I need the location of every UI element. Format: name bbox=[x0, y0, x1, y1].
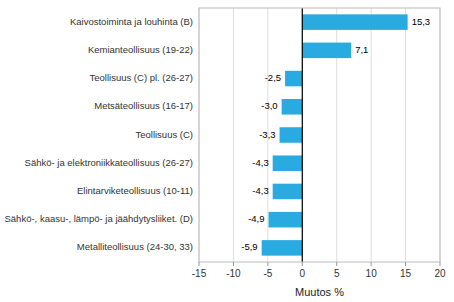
tick-mark bbox=[267, 262, 268, 266]
grid-line bbox=[233, 8, 234, 262]
bar bbox=[273, 155, 303, 171]
bar bbox=[282, 99, 303, 115]
x-axis: -15 -10 -5 0 5 10 15 20 bbox=[192, 262, 446, 279]
bar bbox=[302, 14, 407, 30]
tick-mark bbox=[405, 262, 406, 266]
data-label: -4,3 bbox=[252, 185, 268, 196]
bar bbox=[269, 212, 303, 228]
tick-mark bbox=[302, 262, 303, 266]
tick-label: -5 bbox=[263, 268, 272, 279]
chart-svg: Metalliteollisuus (24-30, 33) Sähkö-, kaa… bbox=[0, 0, 454, 302]
tick-mark bbox=[440, 262, 441, 266]
background bbox=[0, 0, 454, 302]
tick-mark bbox=[371, 262, 372, 266]
category-label: Kaivostoiminta ja louhinta (B) bbox=[70, 16, 193, 27]
y-axis-labels: Metalliteollisuus (24-30, 33) Sähkö-, kaa… bbox=[5, 16, 194, 253]
category-label: Metsäteollisuus (16-17) bbox=[94, 100, 193, 111]
bar bbox=[273, 184, 303, 200]
category-label: Elintarviketeollisuus (10-11) bbox=[77, 185, 193, 196]
data-label: -3,3 bbox=[259, 129, 275, 140]
zero-line bbox=[302, 8, 303, 262]
category-label: Sähkö-, kaasu-, lämpö- ja jäähdytysliike… bbox=[5, 213, 194, 224]
data-label: -3,0 bbox=[261, 100, 277, 111]
grid-line bbox=[371, 8, 372, 262]
category-label: Kemianteollisuus (19-22) bbox=[88, 44, 193, 55]
data-label: -4,3 bbox=[252, 157, 268, 168]
tick-mark bbox=[336, 262, 337, 266]
grid-line bbox=[405, 8, 406, 262]
data-label: -5,9 bbox=[241, 241, 257, 252]
grid bbox=[199, 8, 440, 262]
tick-label: 10 bbox=[366, 268, 378, 279]
bar bbox=[280, 127, 303, 143]
bar bbox=[285, 71, 302, 87]
data-label: -2,5 bbox=[265, 72, 281, 83]
x-axis-label: Muutos % bbox=[295, 286, 344, 298]
category-label: Teollisuus (C) pl. (26-27) bbox=[90, 72, 193, 83]
tick-label: -10 bbox=[226, 268, 241, 279]
data-labels: -5,9 -4,9 -4,3 -4,3 -3,3 -3,0 -2,5 7,1 15,3 bbox=[241, 16, 430, 253]
tick-mark bbox=[199, 262, 200, 266]
tick-label: 5 bbox=[334, 268, 340, 279]
grid-line bbox=[302, 8, 303, 262]
tick-label: 20 bbox=[434, 268, 446, 279]
tick-mark bbox=[233, 262, 234, 266]
plot-frame bbox=[199, 8, 440, 262]
bar bbox=[302, 43, 351, 59]
bar bbox=[262, 240, 303, 256]
tick-label: -15 bbox=[192, 268, 207, 279]
chart-container: Metalliteollisuus (24-30, 33) Sähkö-, kaa… bbox=[0, 0, 454, 302]
tick-label: 15 bbox=[400, 268, 412, 279]
bars bbox=[262, 14, 408, 255]
tick-label: 0 bbox=[300, 268, 306, 279]
data-label: 15,3 bbox=[412, 16, 431, 27]
category-label: Sähkö- ja elektroniikkateollisuus (26-27… bbox=[25, 157, 193, 168]
data-label: -4,9 bbox=[248, 213, 264, 224]
category-label: Teollisuus (C) bbox=[135, 129, 193, 140]
data-label: 7,1 bbox=[355, 44, 368, 55]
category-label: Metalliteollisuus (24-30, 33) bbox=[77, 241, 193, 252]
